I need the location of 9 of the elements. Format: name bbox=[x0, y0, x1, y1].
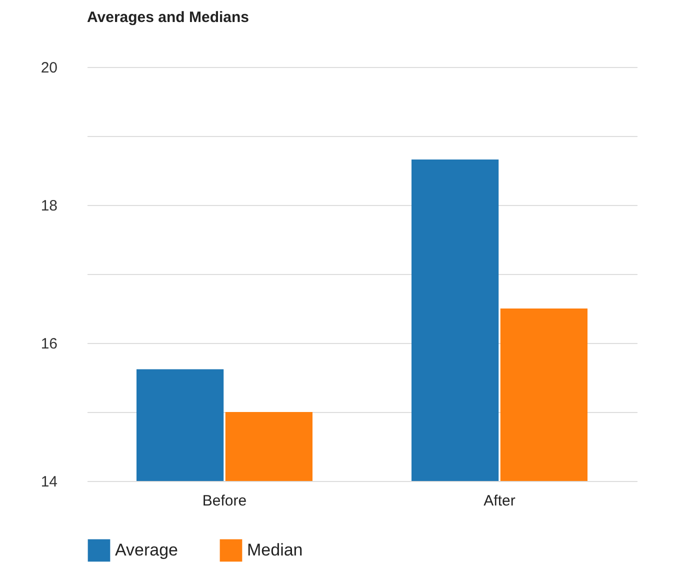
y-tick-label: 16 bbox=[40, 336, 58, 352]
y-tick-label: 20 bbox=[40, 60, 58, 76]
y-tick-label: 18 bbox=[40, 198, 58, 214]
x-tick-label: After bbox=[484, 492, 516, 510]
chart-title: Averages and Medians bbox=[87, 9, 250, 26]
y-tick-label: 14 bbox=[40, 474, 58, 490]
legend-label: Average bbox=[115, 540, 178, 560]
x-tick-label: Before bbox=[202, 492, 247, 510]
legend-label: Median bbox=[247, 540, 303, 560]
